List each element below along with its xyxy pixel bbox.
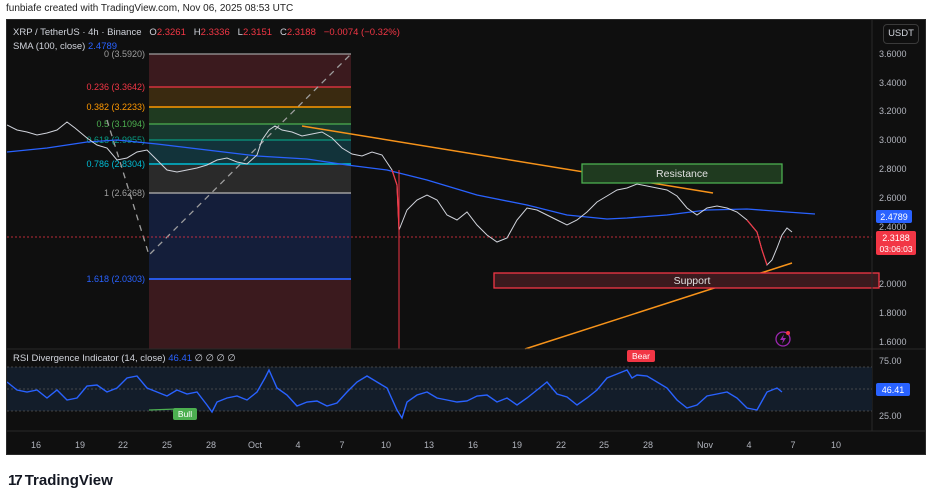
svg-text:1.618 (2.0303): 1.618 (2.0303) (86, 274, 145, 284)
resistance-zone[interactable]: Resistance (581, 163, 783, 184)
sma-value: 2.4789 (87, 41, 118, 52)
svg-text:25: 25 (599, 440, 609, 450)
svg-text:4: 4 (746, 440, 751, 450)
svg-text:0 (3.5920): 0 (3.5920) (104, 49, 145, 59)
svg-text:75.00: 75.00 (879, 356, 902, 366)
rsi-value-tag (876, 383, 910, 396)
svg-text:2.0000: 2.0000 (879, 279, 907, 289)
support-zone[interactable]: Support (493, 272, 880, 289)
chart-credit: funbiafe created with TradingView.com, N… (6, 3, 294, 14)
svg-text:0.786 (2.8304): 0.786 (2.8304) (86, 159, 145, 169)
symbol-legend: XRP / TetherUS · 4h · Binance O2.3261 H2… (13, 27, 400, 52)
svg-text:25: 25 (162, 440, 172, 450)
change-value: −0.0074 (−0.32%) (323, 27, 400, 38)
price-axis[interactable]: 3.6000 3.4000 3.2000 3.0000 2.8000 2.600… (876, 49, 916, 347)
svg-text:16: 16 (31, 440, 41, 450)
svg-text:2.4000: 2.4000 (879, 222, 907, 232)
price-chart[interactable]: 0 (3.5920) 0.236 (3.3642) 0.382 (3.2233)… (7, 20, 926, 455)
svg-text:2.3188: 2.3188 (882, 233, 910, 243)
svg-text:19: 19 (512, 440, 522, 450)
rsi-line (7, 368, 783, 420)
svg-text:Resistance: Resistance (656, 168, 708, 180)
tradingview-logo-icon: 17 (8, 472, 23, 489)
svg-text:1.8000: 1.8000 (879, 308, 907, 318)
high-value: 2.3336 (200, 27, 230, 38)
sma-line (7, 139, 816, 220)
rsi-legend: RSI Divergence Indicator (14, close) 46.… (13, 353, 236, 364)
tradingview-brand[interactable]: 17 TradingView (8, 472, 113, 489)
svg-text:0.382 (3.2233): 0.382 (3.2233) (86, 102, 145, 112)
svg-text:Bear: Bear (632, 351, 650, 361)
svg-text:3.2000: 3.2000 (879, 106, 907, 116)
rsi-pane[interactable]: Bull Bear 75.00 25.00 46.41 (7, 350, 910, 421)
svg-text:7: 7 (790, 440, 795, 450)
svg-text:22: 22 (118, 440, 128, 450)
svg-text:10: 10 (831, 440, 841, 450)
svg-text:19: 19 (75, 440, 85, 450)
bull-divergence-label (173, 408, 197, 420)
svg-text:0.236 (3.3642): 0.236 (3.3642) (86, 82, 145, 92)
fib-retracement[interactable]: 0 (3.5920) 0.236 (3.3642) 0.382 (3.2233)… (86, 49, 352, 349)
svg-text:22: 22 (556, 440, 566, 450)
svg-text:Oct: Oct (248, 440, 263, 450)
lightning-alert-icon[interactable] (775, 331, 791, 347)
svg-text:16: 16 (468, 440, 478, 450)
rsi-extras: ∅ ∅ ∅ ∅ (194, 353, 236, 364)
rsi-label[interactable]: RSI Divergence Indicator (14, close) (13, 353, 166, 364)
svg-text:4: 4 (295, 440, 300, 450)
rsi-legend-value: 46.41 (168, 353, 193, 364)
svg-text:25.00: 25.00 (879, 411, 902, 421)
svg-text:28: 28 (206, 440, 216, 450)
close-value: 2.3188 (286, 27, 316, 38)
symbol-title[interactable]: XRP / TetherUS · 4h · Binance (13, 27, 142, 38)
brand-name: TradingView (24, 472, 113, 489)
svg-text:13: 13 (424, 440, 434, 450)
svg-text:03:06:03: 03:06:03 (879, 244, 912, 254)
svg-text:7: 7 (339, 440, 344, 450)
svg-text:2.4789: 2.4789 (880, 212, 908, 222)
sma-label[interactable]: SMA (100, close) (13, 41, 86, 52)
low-value: 2.3151 (242, 27, 273, 38)
svg-text:2.6000: 2.6000 (879, 193, 907, 203)
open-value: 2.3261 (156, 27, 186, 38)
price-path (7, 121, 793, 266)
sma-price-tag (876, 210, 912, 223)
svg-text:Nov: Nov (697, 440, 714, 450)
svg-text:3.6000: 3.6000 (879, 49, 907, 59)
svg-text:28: 28 (643, 440, 653, 450)
svg-text:2.8000: 2.8000 (879, 164, 907, 174)
svg-text:Support: Support (674, 275, 711, 287)
svg-text:0.5 (3.1094): 0.5 (3.1094) (96, 119, 145, 129)
bear-divergence-label (627, 350, 655, 362)
svg-text:3.0000: 3.0000 (879, 135, 907, 145)
red-candle-segments (391, 169, 400, 231)
svg-text:46.41: 46.41 (882, 385, 905, 395)
svg-text:10: 10 (381, 440, 391, 450)
svg-text:1.6000: 1.6000 (879, 337, 907, 347)
svg-text:Bull: Bull (178, 409, 192, 419)
svg-text:3.4000: 3.4000 (879, 78, 907, 88)
svg-text:1 (2.6268): 1 (2.6268) (104, 188, 145, 198)
currency-button[interactable]: USDT (883, 24, 919, 44)
chart-frame[interactable]: XRP / TetherUS · 4h · Binance O2.3261 H2… (6, 19, 926, 455)
time-axis[interactable]: 16 19 22 25 28 Oct 4 7 10 13 16 19 22 25… (31, 440, 841, 450)
last-price-tag (876, 231, 916, 255)
